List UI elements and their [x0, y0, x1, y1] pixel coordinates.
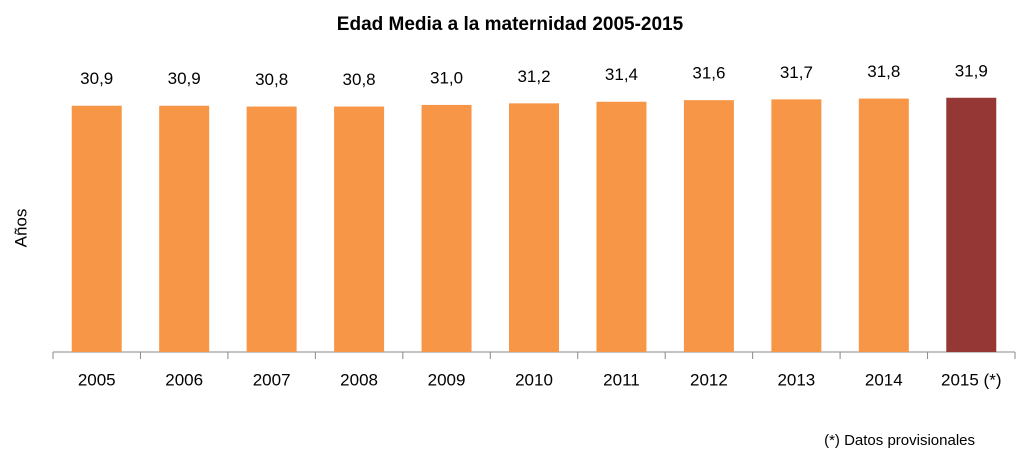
- value-label: 31,0: [430, 68, 463, 87]
- bar: [946, 97, 997, 353]
- x-tick-label: 2008: [340, 370, 378, 389]
- value-label: 30,8: [255, 70, 288, 89]
- value-label: 31,2: [517, 67, 550, 86]
- x-tick-label: 2006: [165, 370, 203, 389]
- footnote: (*) Datos provisionales: [824, 432, 975, 449]
- x-tick-label: 2007: [253, 370, 291, 389]
- x-tick-label: 2015 (*): [941, 370, 1001, 389]
- value-label: 30,9: [80, 69, 113, 88]
- value-label: 31,7: [780, 63, 813, 82]
- value-label: 30,9: [168, 69, 201, 88]
- x-tick-label: 2009: [428, 370, 466, 389]
- bar: [596, 101, 647, 352]
- bar: [159, 105, 210, 353]
- bar: [334, 106, 385, 353]
- x-tick-label: 2005: [78, 370, 116, 389]
- x-tick-label: 2013: [777, 370, 815, 389]
- chart-title: Edad Media a la maternidad 2005-2015: [337, 14, 684, 35]
- bar: [771, 99, 822, 353]
- x-tick-label: 2014: [865, 370, 903, 389]
- value-label: 31,6: [692, 64, 725, 83]
- x-tick-label: 2012: [690, 370, 728, 389]
- x-tick-label: 2011: [603, 370, 640, 389]
- bar: [421, 104, 472, 352]
- value-label: 31,9: [955, 61, 988, 80]
- bar: [246, 106, 297, 353]
- x-tick-label: 2010: [515, 370, 553, 389]
- bar: [71, 105, 122, 353]
- value-label: 31,4: [605, 65, 638, 84]
- y-axis-label: Años: [11, 209, 30, 248]
- bar: [683, 100, 734, 352]
- value-label: 31,8: [867, 62, 900, 81]
- value-label: 30,8: [343, 70, 376, 89]
- bar: [509, 103, 559, 352]
- bar: [858, 98, 909, 353]
